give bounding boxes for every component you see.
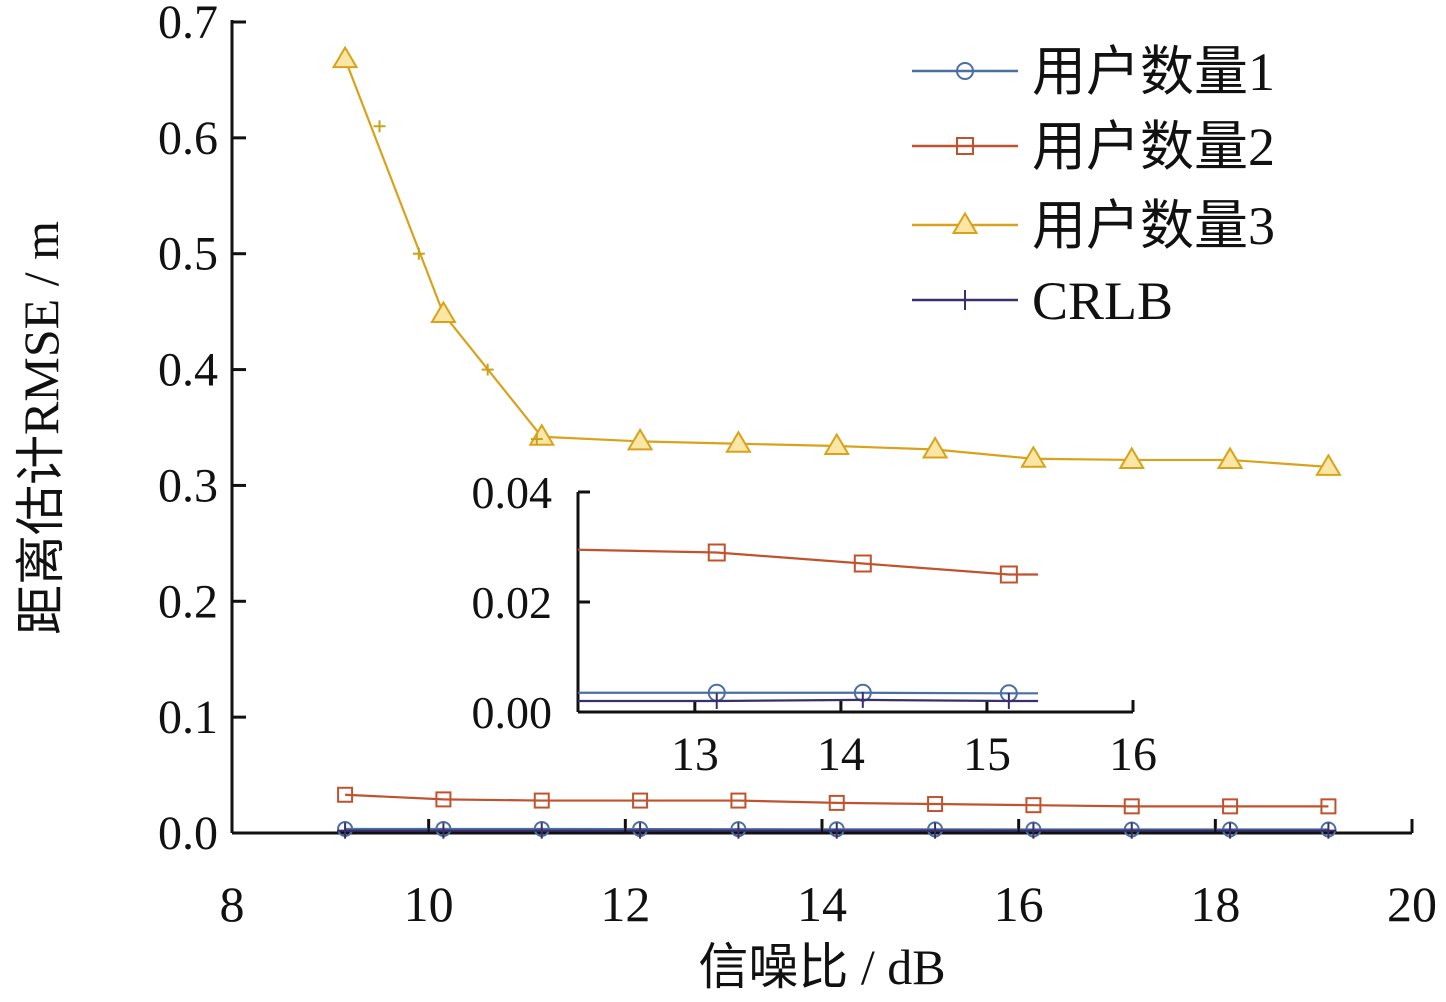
legend-label: 用户数量2	[1032, 117, 1275, 177]
legend-label: 用户数量1	[1032, 42, 1275, 102]
x-tick-label: 10	[404, 876, 454, 932]
series-marker	[435, 822, 452, 839]
legend-marker	[956, 62, 974, 80]
series-marker	[1020, 445, 1047, 468]
x-axis-label: 信噪比 / dB	[698, 939, 945, 995]
series-marker	[533, 792, 550, 809]
y-tick-label: 0.0	[158, 807, 218, 860]
x-tick-label: 16	[994, 876, 1044, 932]
x-tick-label: 14	[797, 876, 847, 932]
series-marker	[331, 45, 359, 69]
inset-series-marker	[853, 554, 872, 573]
series-marker	[927, 796, 944, 813]
series-marker	[1315, 453, 1342, 476]
y-tick-label: 0.3	[158, 459, 218, 512]
inset-series-marker	[708, 693, 725, 709]
y-tick-label: 0.7	[158, 0, 218, 49]
series-marker	[1118, 446, 1146, 469]
series-marker	[1222, 798, 1239, 815]
inset-y-tick-label: 0.00	[472, 687, 553, 738]
series-marker	[921, 436, 949, 459]
series-marker	[730, 822, 747, 839]
inset-x-tick-label: 15	[963, 728, 1011, 781]
series-marker	[1216, 446, 1244, 469]
inset-x-tick-label: 13	[671, 728, 719, 781]
legend: 用户数量1 用户数量2 用户数量3 CRLB	[912, 42, 1275, 331]
y-tick-label: 0.4	[158, 344, 218, 397]
y-axis-label: 距离估计RMSE / m	[13, 221, 69, 635]
series-marker	[828, 794, 845, 811]
series-marker	[632, 822, 649, 839]
inset-series-line	[578, 691, 1039, 695]
series-marker	[828, 822, 845, 839]
series-marker	[1025, 822, 1042, 839]
series-marker	[927, 822, 944, 839]
series-marker	[337, 786, 354, 803]
inset-series-marker	[854, 691, 871, 708]
inset-series-line	[578, 698, 1039, 703]
crlb-mark	[373, 120, 386, 133]
y-tick-label: 0.6	[158, 112, 218, 165]
inset-background	[578, 482, 1133, 712]
series-marker	[632, 792, 649, 809]
y-tick-label: 0.5	[158, 228, 218, 281]
legend-marker	[956, 137, 974, 155]
inset-series-marker	[1000, 693, 1017, 709]
crlb-mark	[481, 363, 494, 376]
crlb-mark	[412, 247, 425, 260]
series-marker	[430, 300, 457, 323]
series-marker	[823, 432, 851, 456]
legend-label: 用户数量3	[1032, 196, 1275, 256]
inset-y-tick-label: 0.02	[472, 577, 553, 628]
inset-series-marker	[707, 543, 726, 562]
inset-y-tick-label: 0.04	[472, 467, 553, 518]
x-tick-label: 20	[1387, 876, 1437, 932]
x-tick-label: 18	[1190, 876, 1240, 932]
y-tick-label: 0.2	[158, 575, 218, 628]
series-marker	[626, 427, 654, 451]
y-tick-label: 0.1	[158, 691, 218, 744]
crlb-mark	[530, 433, 543, 446]
main-plot: 0.0 0.1 0.2 0.3 0.4 0.5 0.6 0.7 8 10 12 14 16 18 20 信噪比…	[13, 0, 1437, 995]
series-marker	[730, 792, 747, 809]
legend-marker	[955, 290, 975, 310]
legend-label: CRLB	[1032, 271, 1173, 331]
series-line	[345, 793, 1329, 808]
inset-series-line	[577, 548, 1039, 576]
series-marker	[1320, 822, 1337, 839]
x-tick-label: 12	[600, 876, 650, 932]
series-marker	[1222, 822, 1239, 839]
inset-x-tick-label: 14	[817, 728, 865, 781]
inset-plot: 0.00 0.02 0.04 13 14 15 16	[472, 467, 1158, 781]
series-marker	[725, 430, 752, 453]
x-tick-label: 8	[220, 876, 245, 932]
series-marker	[435, 791, 452, 808]
series-marker	[1123, 798, 1140, 815]
series-marker	[337, 822, 354, 839]
series-marker	[533, 822, 550, 839]
series-marker	[1123, 822, 1140, 839]
inset-series-marker	[999, 565, 1018, 584]
series-marker	[1320, 798, 1337, 815]
legend-marker	[951, 211, 979, 234]
series-marker	[1025, 797, 1042, 814]
inset-x-tick-label: 16	[1109, 728, 1157, 781]
